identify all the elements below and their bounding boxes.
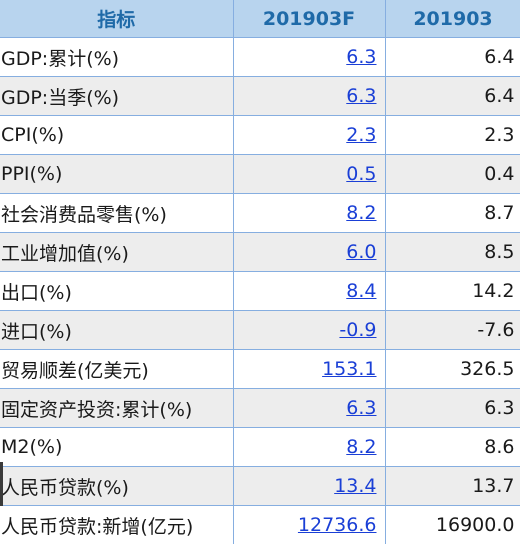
forecast-cell: 2.3 [233,115,386,155]
forecast-cell: 8.2 [233,193,386,233]
forecast-cell: 6.3 [233,76,386,116]
forecast-link[interactable]: 8.2 [346,202,377,224]
forecast-cell: 12736.6 [233,505,386,544]
indicator-name: 人民币贷款:新增(亿元) [0,505,234,544]
actual-value: 6.4 [385,37,520,77]
actual-value: 6.4 [385,76,520,116]
indicator-name: 固定资产投资:累计(%) [0,388,234,428]
forecast-cell: 6.3 [233,388,386,428]
forecast-cell: 153.1 [233,349,386,389]
table-body: GDP:累计(%) 6.3 6.4 GDP:当季(%) 6.3 6.4 CPI(%) 2.3 2… [0,37,520,544]
indicator-name: PPI(%) [0,154,234,194]
actual-value: 2.3 [385,115,520,155]
actual-value: 8.6 [385,427,520,467]
actual-value: 8.7 [385,193,520,233]
forecast-cell: 13.4 [233,466,386,506]
table-row: 固定资产投资:累计(%) 6.3 6.3 [0,388,520,428]
table-row: GDP:累计(%) 6.3 6.4 [0,37,520,77]
table-row: CPI(%) 2.3 2.3 [0,115,520,155]
indicator-name: 人民币贷款(%) [0,466,234,506]
forecast-cell: 0.5 [233,154,386,194]
actual-value: 16900.0 [385,505,520,544]
table-row: 进口(%) -0.9 -7.6 [0,310,520,350]
table-row: 人民币贷款(%) 13.4 13.7 [0,466,520,506]
forecast-link[interactable]: 2.3 [346,124,377,146]
header-indicator: 指标 [0,0,234,38]
header-forecast: 201903F [233,0,386,38]
actual-value: 0.4 [385,154,520,194]
forecast-cell: 8.2 [233,427,386,467]
table-row: 工业增加值(%) 6.0 8.5 [0,232,520,272]
forecast-link[interactable]: 13.4 [334,475,377,497]
actual-value: 6.3 [385,388,520,428]
indicator-name: CPI(%) [0,115,234,155]
forecast-cell: 6.3 [233,37,386,77]
table-row: PPI(%) 0.5 0.4 [0,154,520,194]
table-row: 社会消费品零售(%) 8.2 8.7 [0,193,520,233]
indicator-name: 社会消费品零售(%) [0,193,234,233]
forecast-link[interactable]: -0.9 [339,319,377,341]
table-row: 人民币贷款:新增(亿元) 12736.6 16900.0 [0,505,520,544]
forecast-link[interactable]: 0.5 [346,163,377,185]
indicator-name: GDP:累计(%) [0,37,234,77]
indicator-name: 工业增加值(%) [0,232,234,272]
forecast-link[interactable]: 6.3 [346,397,377,419]
indicator-name: GDP:当季(%) [0,76,234,116]
indicator-name: 贸易顺差(亿美元) [0,349,234,389]
forecast-link[interactable]: 12736.6 [297,514,377,536]
table-header: 指标 201903F 201903 [0,0,520,38]
actual-value: 8.5 [385,232,520,272]
forecast-link[interactable]: 8.2 [346,436,377,458]
left-edge-marker [0,462,3,506]
forecast-link[interactable]: 6.3 [346,46,377,68]
forecast-link[interactable]: 153.1 [322,358,377,380]
indicator-name: 进口(%) [0,310,234,350]
header-actual: 201903 [385,0,520,38]
forecast-cell: 8.4 [233,271,386,311]
indicator-name: 出口(%) [0,271,234,311]
forecast-link[interactable]: 6.0 [346,241,377,263]
actual-value: 13.7 [385,466,520,506]
table-row: GDP:当季(%) 6.3 6.4 [0,76,520,116]
forecast-cell: -0.9 [233,310,386,350]
table-row: 贸易顺差(亿美元) 153.1 326.5 [0,349,520,389]
table-row: M2(%) 8.2 8.6 [0,427,520,467]
actual-value: -7.6 [385,310,520,350]
table-row: 出口(%) 8.4 14.2 [0,271,520,311]
forecast-link[interactable]: 8.4 [346,280,377,302]
actual-value: 326.5 [385,349,520,389]
indicator-name: M2(%) [0,427,234,467]
actual-value: 14.2 [385,271,520,311]
header-row: 指标 201903F 201903 [0,0,520,38]
forecast-link[interactable]: 6.3 [346,85,377,107]
forecast-cell: 6.0 [233,232,386,272]
